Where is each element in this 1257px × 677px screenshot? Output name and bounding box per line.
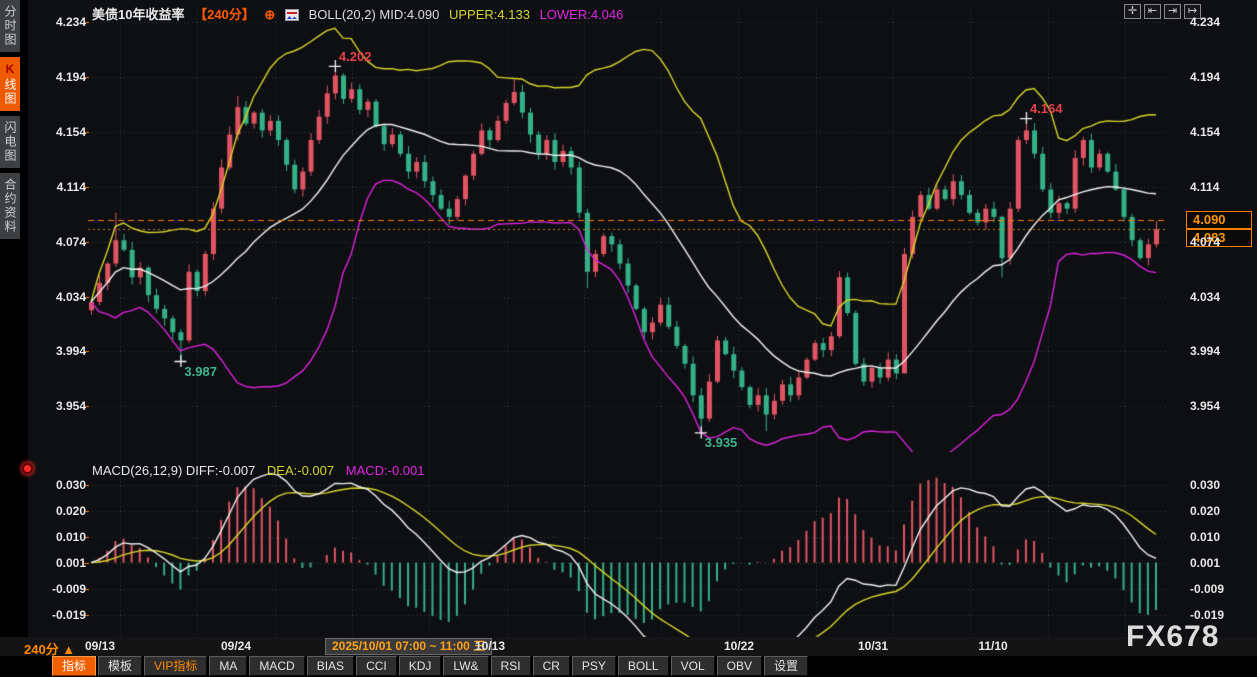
toolbar-button-VOL[interactable]: VOL: [671, 656, 715, 676]
mid-price-tag: 4.090: [1186, 211, 1252, 229]
price-tick-right: 4.154: [1190, 125, 1220, 139]
boll-upper-readout: UPPER:4.133: [449, 7, 530, 22]
price-tick-right: 4.114: [1190, 180, 1219, 194]
sidebar-tab-0[interactable]: 分时图: [0, 0, 20, 52]
price-tick-left: 4.194: [28, 70, 86, 84]
macd-tick-left: 0.030: [28, 478, 86, 492]
toolbar-button-指标[interactable]: 指标: [52, 656, 96, 676]
macd-tick-right: 0.020: [1190, 504, 1220, 518]
x-axis-date: 09/24: [221, 639, 251, 653]
price-tick-right: 4.074: [1190, 235, 1220, 249]
compress-left-icon[interactable]: ⇤: [1144, 4, 1161, 19]
macd-hist-readout: MACD:-0.001: [346, 463, 425, 478]
x-axis-date: 10/31: [858, 639, 888, 653]
boll-lower-readout: LOWER:4.046: [540, 7, 624, 22]
price-tick-left: 4.234: [28, 15, 86, 29]
watermark: FX678: [1126, 620, 1219, 654]
x-axis-date: 10/22: [724, 639, 754, 653]
magnet-icon[interactable]: ⊕: [264, 7, 275, 22]
macd-tick-right: 0.030: [1190, 478, 1220, 492]
toolbar-button-BIAS[interactable]: BIAS: [307, 656, 354, 676]
move-crosshair-icon[interactable]: ✛: [1124, 4, 1141, 19]
price-tick-left: 4.114: [28, 180, 86, 194]
expand-right-icon[interactable]: ⇥: [1164, 4, 1181, 19]
macd-tick-right: -0.019: [1190, 608, 1224, 622]
toolbar-button-MACD[interactable]: MACD: [249, 656, 304, 676]
toolbar-button-CCI[interactable]: CCI: [356, 656, 397, 676]
macd-tick-left: -0.009: [28, 582, 86, 596]
macd-tick-right: 0.001: [1190, 556, 1220, 570]
selected-bar-info: 2025/10/01 07:00 ~ 11:00 三: [325, 638, 492, 655]
macd-diff-readout: MACD(26,12,9) DIFF:-0.007: [92, 463, 255, 478]
instrument-title: 美债10年收益率: [92, 7, 184, 22]
date-axis-row: 240分 ▲ 2025/10/01 07:00 ~ 11:00 三 09/130…: [0, 637, 1257, 656]
toolbar-button-PSY[interactable]: PSY: [572, 656, 616, 676]
toolbar-button-BOLL[interactable]: BOLL: [618, 656, 669, 676]
macd-tick-left: 0.020: [28, 504, 86, 518]
price-tick-left: 3.954: [28, 399, 86, 413]
price-tick-right: 3.954: [1190, 399, 1220, 413]
price-tick-right: 4.194: [1190, 70, 1220, 84]
price-tick-right: 3.994: [1190, 344, 1220, 358]
toolbar-button-设置[interactable]: 设置: [764, 656, 808, 676]
price-tick-right: 4.234: [1190, 15, 1220, 29]
toolbar-button-RSI[interactable]: RSI: [491, 656, 531, 676]
trading-app-window: 分时图 K线图闪电图合约资料 美债10年收益率 【240分】 ⊕ BOLL(20,…: [0, 0, 1257, 677]
sidebar-tab-1[interactable]: K线图: [0, 57, 20, 111]
extreme-price-annotation: 4.164: [1030, 101, 1063, 116]
macd-tick-left: -0.019: [28, 608, 86, 622]
toolbar-button-KDJ[interactable]: KDJ: [399, 656, 442, 676]
mini-chart-icon[interactable]: [285, 9, 299, 21]
boll-mid-readout: BOLL(20,2) MID:4.090: [309, 7, 440, 22]
extreme-price-annotation: 3.935: [705, 435, 738, 450]
price-tick-right: 4.034: [1190, 290, 1220, 304]
period-tag: 【240分】: [194, 7, 255, 22]
toolbar-button-LW&[interactable]: LW&: [443, 656, 488, 676]
price-tick-left: 4.034: [28, 290, 86, 304]
toolbar-button-CR[interactable]: CR: [533, 656, 570, 676]
extreme-price-annotation: 4.202: [339, 49, 372, 64]
chart-canvas[interactable]: [0, 0, 1257, 677]
price-tick-left: 4.074: [28, 235, 86, 249]
chart-header: 美债10年收益率 【240分】 ⊕ BOLL(20,2) MID:4.090 U…: [92, 4, 629, 20]
sidebar-tab-3[interactable]: 合约资料: [0, 173, 20, 239]
macd-tick-left: 0.001: [28, 556, 86, 570]
sidebar-tab-2[interactable]: 闪电图: [0, 116, 20, 168]
toolbar-button-MA[interactable]: MA: [209, 656, 247, 676]
x-axis-date: 10/13: [475, 639, 505, 653]
live-indicator-icon: [22, 463, 33, 474]
price-tick-left: 4.154: [28, 125, 86, 139]
toolbar-button-模板[interactable]: 模板: [98, 656, 142, 676]
macd-tick-left: 0.010: [28, 530, 86, 544]
macd-tick-right: 0.010: [1190, 530, 1220, 544]
indicator-toolbar: 指标模板VIP指标MAMACDBIASCCIKDJLW&RSICRPSYBOLL…: [52, 656, 808, 677]
macd-header: MACD(26,12,9) DIFF:-0.007 DEA:-0.007 MAC…: [92, 463, 432, 478]
macd-dea-readout: DEA:-0.007: [267, 463, 334, 478]
x-axis-date: 11/10: [978, 639, 1007, 653]
toolbar-button-OBV[interactable]: OBV: [717, 656, 762, 676]
chart-type-sidebar: 分时图 K线图闪电图合约资料: [0, 0, 28, 677]
x-axis-date: 09/13: [85, 639, 115, 653]
extreme-price-annotation: 3.987: [184, 364, 217, 379]
macd-tick-right: -0.009: [1190, 582, 1224, 596]
price-tick-left: 3.994: [28, 344, 86, 358]
toolbar-button-VIP指标[interactable]: VIP指标: [144, 656, 207, 676]
